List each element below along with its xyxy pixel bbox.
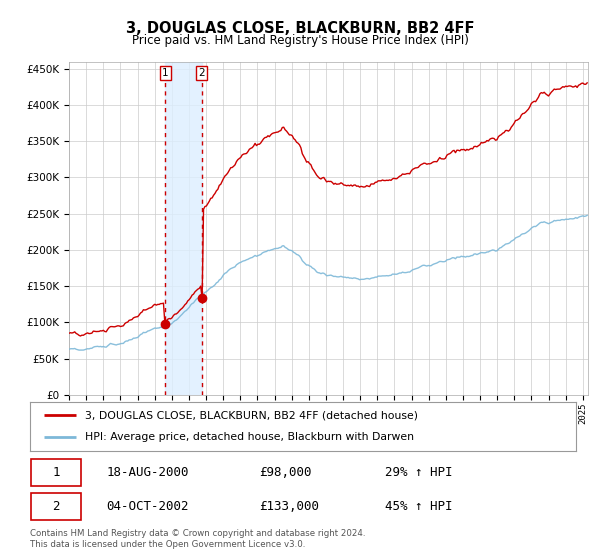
Text: HPI: Average price, detached house, Blackburn with Darwen: HPI: Average price, detached house, Blac… — [85, 432, 413, 442]
Text: 29% ↑ HPI: 29% ↑ HPI — [385, 466, 452, 479]
Bar — [166, 62, 202, 395]
Text: £98,000: £98,000 — [259, 466, 312, 479]
Text: £133,000: £133,000 — [259, 500, 319, 513]
Text: 3, DOUGLAS CLOSE, BLACKBURN, BB2 4FF (detached house): 3, DOUGLAS CLOSE, BLACKBURN, BB2 4FF (de… — [85, 410, 418, 421]
Text: Contains HM Land Registry data © Crown copyright and database right 2024.
This d: Contains HM Land Registry data © Crown c… — [30, 529, 365, 549]
Text: 2: 2 — [52, 500, 60, 513]
Text: 1: 1 — [52, 466, 60, 479]
Text: Price paid vs. HM Land Registry's House Price Index (HPI): Price paid vs. HM Land Registry's House … — [131, 34, 469, 46]
Text: 2: 2 — [199, 68, 205, 78]
Text: 1: 1 — [162, 68, 169, 78]
Text: 18-AUG-2000: 18-AUG-2000 — [106, 466, 189, 479]
Text: 3, DOUGLAS CLOSE, BLACKBURN, BB2 4FF: 3, DOUGLAS CLOSE, BLACKBURN, BB2 4FF — [126, 21, 474, 36]
Text: 45% ↑ HPI: 45% ↑ HPI — [385, 500, 452, 513]
FancyBboxPatch shape — [31, 493, 82, 520]
Text: 04-OCT-2002: 04-OCT-2002 — [106, 500, 189, 513]
FancyBboxPatch shape — [31, 459, 82, 486]
